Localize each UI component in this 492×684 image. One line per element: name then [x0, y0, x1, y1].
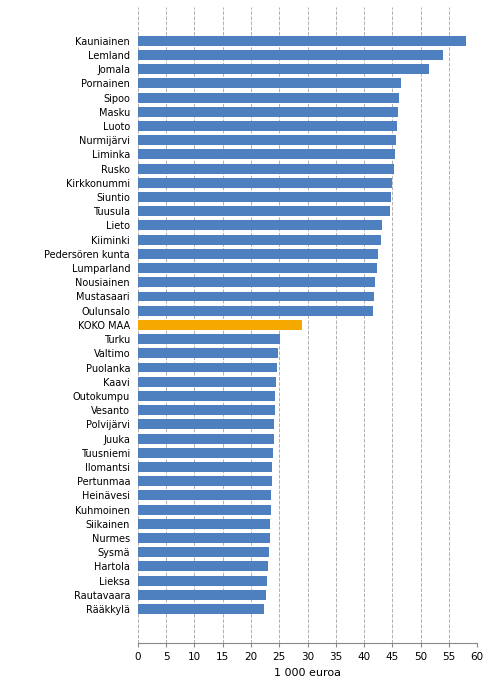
Bar [138, 334, 280, 344]
Bar [138, 519, 270, 529]
Bar [138, 462, 273, 472]
Bar [138, 306, 373, 315]
Bar [138, 533, 270, 543]
Bar [138, 107, 398, 117]
Bar [138, 277, 375, 287]
Bar [138, 121, 397, 131]
Bar [138, 178, 393, 188]
Bar [138, 64, 429, 74]
Bar [138, 50, 443, 60]
Bar [138, 92, 399, 103]
Bar [138, 448, 273, 458]
Bar [138, 547, 269, 557]
Bar [138, 36, 466, 46]
Bar [138, 377, 276, 386]
Bar [138, 235, 381, 245]
Bar [138, 363, 277, 373]
Bar [138, 249, 378, 259]
Bar [138, 263, 376, 273]
Bar [138, 505, 271, 514]
Bar [138, 163, 394, 174]
Bar [138, 434, 274, 443]
Bar [138, 562, 268, 571]
Bar [138, 419, 274, 430]
Bar [138, 220, 382, 231]
Bar [138, 320, 302, 330]
Bar [138, 207, 390, 216]
Bar [138, 79, 401, 88]
Bar [138, 192, 391, 202]
Bar [138, 476, 272, 486]
X-axis label: 1 000 euroa: 1 000 euroa [274, 668, 341, 678]
Bar [138, 405, 275, 415]
Bar [138, 391, 275, 401]
Bar [138, 490, 271, 501]
Bar [138, 149, 395, 159]
Bar [138, 604, 264, 614]
Bar [138, 590, 266, 600]
Bar [138, 135, 396, 145]
Bar [138, 348, 278, 358]
Bar [138, 576, 267, 586]
Bar [138, 291, 374, 302]
